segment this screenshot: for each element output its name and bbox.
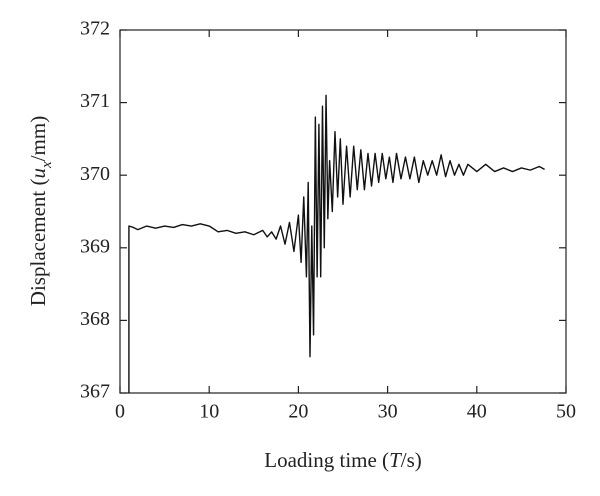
x-tick-label: 0 — [115, 401, 125, 423]
x-tick-label: 50 — [556, 401, 576, 423]
x-axis-title: Loading time (T/s) — [264, 448, 422, 472]
x-tick-label: 10 — [199, 401, 219, 423]
y-tick-label: 371 — [80, 90, 110, 112]
y-tick-label: 368 — [80, 308, 110, 330]
x-tick-label: 40 — [467, 401, 487, 423]
x-axis-title-part: /s) — [401, 448, 422, 472]
data-line — [128, 94, 545, 393]
y-tick-label: 372 — [80, 18, 110, 40]
x-axis-title-part: T — [389, 448, 402, 472]
x-tick-label: 30 — [378, 401, 398, 423]
y-axis-title: Displacement (ux/mm) — [26, 116, 56, 306]
y-axis-title-part: Displacement ( — [26, 178, 50, 306]
y-tick-label: 370 — [80, 163, 110, 185]
y-axis-title-part: x — [39, 161, 55, 169]
x-tick-label: 20 — [288, 401, 308, 423]
y-tick-label: 367 — [80, 381, 110, 403]
y-axis-title-part: /mm) — [26, 116, 50, 162]
x-axis-title-part: Loading time ( — [264, 448, 389, 472]
y-tick-label: 369 — [80, 235, 110, 257]
y-axis-title-part: u — [26, 168, 50, 179]
plot-frame — [119, 29, 567, 394]
